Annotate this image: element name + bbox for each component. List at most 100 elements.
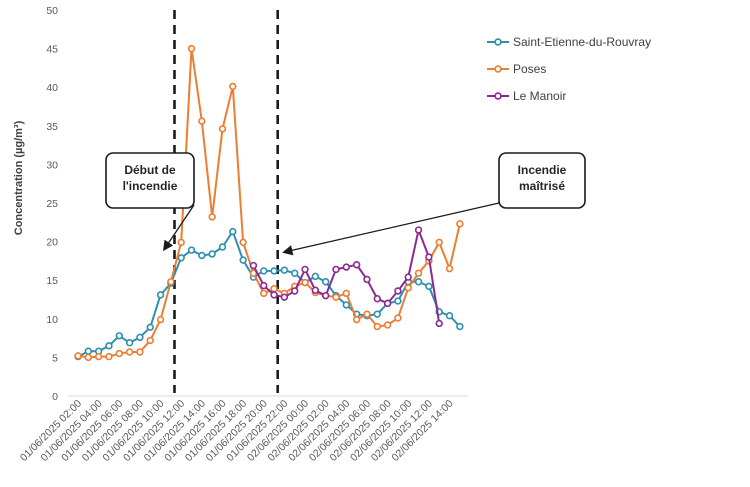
series-lines bbox=[74, 44, 464, 362]
legend-swatch-marker bbox=[494, 92, 502, 100]
data-point bbox=[218, 243, 227, 251]
data-point bbox=[342, 301, 351, 309]
data-point bbox=[332, 265, 340, 274]
data-point bbox=[291, 269, 299, 277]
data-point bbox=[187, 44, 196, 53]
y-tick-label: 10 bbox=[46, 314, 58, 326]
data-point bbox=[177, 254, 185, 262]
callout-text: Incendie bbox=[518, 163, 567, 177]
data-point bbox=[456, 322, 464, 331]
data-point bbox=[115, 349, 123, 358]
data-point bbox=[445, 312, 454, 320]
data-point bbox=[156, 291, 165, 299]
data-point bbox=[414, 226, 423, 234]
data-point bbox=[301, 265, 309, 274]
data-point bbox=[208, 250, 216, 258]
data-point bbox=[84, 347, 93, 355]
data-point bbox=[373, 310, 381, 318]
data-point bbox=[311, 272, 320, 281]
data-point bbox=[311, 286, 320, 294]
y-tick-label: 30 bbox=[46, 159, 58, 171]
data-point bbox=[352, 261, 361, 269]
callout-start: Début de l'incendie bbox=[105, 152, 195, 252]
data-point bbox=[270, 284, 278, 293]
data-point bbox=[321, 291, 330, 300]
data-point bbox=[373, 322, 381, 331]
y-tick-label: 50 bbox=[46, 5, 58, 17]
data-point bbox=[425, 282, 433, 291]
callout-arrow bbox=[282, 202, 500, 256]
event-markers bbox=[173, 10, 279, 393]
data-point bbox=[445, 264, 454, 273]
callout-box bbox=[498, 152, 586, 209]
data-point bbox=[425, 253, 433, 261]
legend-item: Poses bbox=[487, 62, 546, 76]
data-point bbox=[280, 266, 289, 274]
callout-box bbox=[105, 152, 195, 209]
data-point bbox=[125, 348, 134, 356]
data-point bbox=[136, 333, 144, 342]
data-point bbox=[84, 353, 93, 362]
data-point bbox=[208, 213, 216, 221]
data-point bbox=[321, 278, 330, 286]
data-point bbox=[249, 261, 258, 270]
legend-item: Saint-Etienne-du-Rouvray bbox=[487, 35, 651, 49]
y-tick-label: 0 bbox=[52, 391, 58, 403]
y-tick-label: 40 bbox=[46, 82, 58, 94]
data-point bbox=[373, 295, 381, 303]
data-point bbox=[414, 278, 423, 286]
data-point bbox=[394, 287, 402, 295]
data-point bbox=[394, 314, 402, 322]
data-point bbox=[404, 273, 412, 281]
data-point bbox=[456, 220, 464, 228]
data-point bbox=[94, 352, 103, 361]
data-point bbox=[260, 267, 268, 275]
data-point bbox=[270, 267, 278, 275]
data-point bbox=[239, 256, 247, 264]
series-line bbox=[77, 230, 461, 358]
data-point bbox=[156, 315, 165, 324]
data-point bbox=[363, 275, 371, 284]
data-point bbox=[342, 263, 351, 271]
callout-arrow bbox=[163, 204, 195, 252]
data-point bbox=[198, 251, 206, 260]
data-point bbox=[105, 352, 113, 361]
data-point bbox=[136, 348, 144, 356]
legend-label: Poses bbox=[513, 62, 546, 76]
data-point bbox=[404, 284, 412, 292]
data-point bbox=[352, 315, 361, 324]
y-tick-label: 25 bbox=[46, 198, 58, 210]
data-point bbox=[342, 289, 351, 298]
data-point bbox=[435, 319, 443, 328]
data-point bbox=[332, 293, 340, 301]
legend-label: Le Manoir bbox=[513, 89, 566, 103]
data-point bbox=[435, 238, 443, 247]
legend-label: Saint-Etienne-du-Rouvray bbox=[513, 35, 651, 49]
legend-swatch-marker bbox=[494, 65, 502, 73]
data-point bbox=[291, 287, 299, 295]
y-tick-label: 35 bbox=[46, 121, 58, 133]
legend: Saint-Etienne-du-Rouvray Poses Le Manoir bbox=[487, 35, 651, 103]
series-saint-etienne-du-rouvray bbox=[74, 227, 464, 361]
callout-text: l'incendie bbox=[123, 179, 178, 193]
callout-text: Début de bbox=[124, 163, 176, 177]
data-point bbox=[383, 321, 392, 329]
data-point bbox=[280, 293, 289, 301]
data-point bbox=[229, 82, 237, 91]
data-point bbox=[177, 238, 185, 247]
callout-end: Incendie maîtrisé bbox=[282, 152, 586, 256]
y-axis: 0 5 10 15 20 25 30 35 40 45 50 bbox=[46, 5, 468, 403]
legend-item: Le Manoir bbox=[487, 89, 566, 103]
legend-swatch-marker bbox=[494, 38, 502, 46]
y-tick-label: 45 bbox=[46, 44, 58, 56]
data-point bbox=[301, 278, 309, 287]
data-point bbox=[167, 278, 175, 286]
y-axis-label: Concentration (µg/m³) bbox=[13, 120, 25, 235]
data-point bbox=[260, 289, 268, 298]
data-point bbox=[270, 291, 278, 299]
data-point bbox=[198, 117, 206, 125]
data-point bbox=[146, 336, 154, 345]
data-point bbox=[394, 297, 402, 305]
data-point bbox=[363, 310, 371, 318]
